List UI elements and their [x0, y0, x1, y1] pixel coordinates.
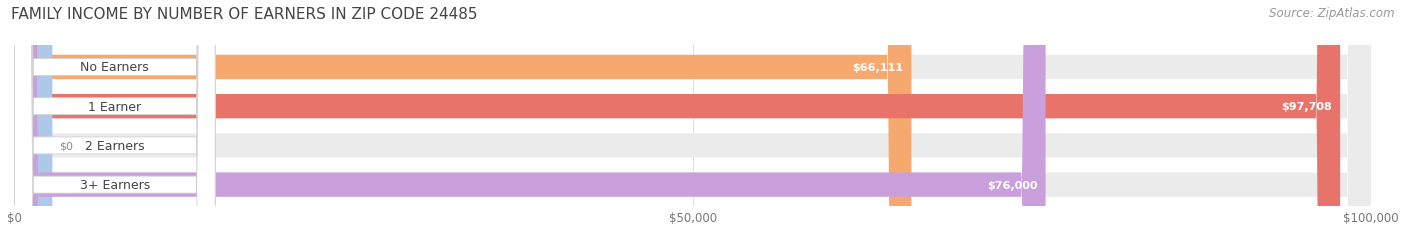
Text: FAMILY INCOME BY NUMBER OF EARNERS IN ZIP CODE 24485: FAMILY INCOME BY NUMBER OF EARNERS IN ZI…	[11, 7, 478, 22]
FancyBboxPatch shape	[14, 0, 52, 231]
FancyBboxPatch shape	[14, 0, 215, 231]
FancyBboxPatch shape	[14, 0, 1371, 231]
FancyBboxPatch shape	[14, 0, 215, 231]
Text: $66,111: $66,111	[852, 63, 903, 73]
Text: 2 Earners: 2 Earners	[84, 139, 145, 152]
Text: $97,708: $97,708	[1281, 102, 1331, 112]
Text: Source: ZipAtlas.com: Source: ZipAtlas.com	[1270, 7, 1395, 20]
FancyBboxPatch shape	[14, 0, 1371, 231]
Text: 1 Earner: 1 Earner	[89, 100, 142, 113]
FancyBboxPatch shape	[14, 0, 1046, 231]
FancyBboxPatch shape	[14, 0, 1371, 231]
Text: $0: $0	[59, 141, 73, 151]
Text: 3+ Earners: 3+ Earners	[80, 178, 150, 191]
FancyBboxPatch shape	[14, 0, 911, 231]
FancyBboxPatch shape	[14, 0, 215, 231]
FancyBboxPatch shape	[14, 0, 1340, 231]
FancyBboxPatch shape	[14, 0, 1371, 231]
FancyBboxPatch shape	[14, 0, 215, 231]
Text: $76,000: $76,000	[987, 180, 1038, 190]
Text: No Earners: No Earners	[80, 61, 149, 74]
